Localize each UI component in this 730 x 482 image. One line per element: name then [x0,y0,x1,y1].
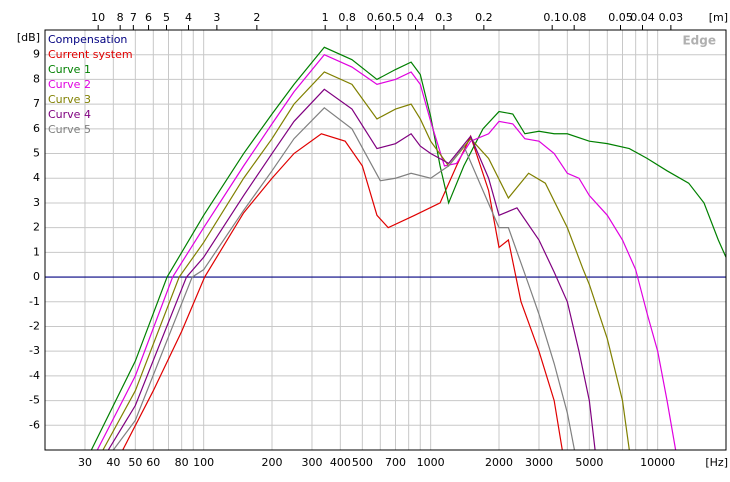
legend-entry: Curve 1 [48,63,91,76]
top-unit: [m] [709,11,728,24]
top-tick-label: 0.5 [385,11,403,24]
top-tick-label: 4 [185,11,192,24]
x-unit: [Hz] [705,456,728,469]
top-tick-label: 0.05 [608,11,633,24]
plot-frame [44,29,727,451]
x-tick-label: 700 [385,456,406,469]
y-tick-label: -5 [29,394,40,407]
x-tick-label: 300 [301,456,322,469]
y-tick-label: 3 [33,196,40,209]
top-tick-label: 0.04 [630,11,655,24]
y-tick-label: 2 [33,221,40,234]
top-tick-label: 0.08 [562,11,587,24]
y-tick-label: 8 [33,72,40,85]
y-tick-label: 0 [33,270,40,283]
watermark: Edge [682,34,716,48]
legend-entry: Curve 2 [48,78,91,91]
y-unit: [dB] [17,31,40,44]
x-tick-label: 200 [262,456,283,469]
x-tick-label: 2000 [485,456,513,469]
y-tick-label: -6 [29,418,40,431]
top-tick-label: 0.8 [338,11,356,24]
x-tick-label: 400 [330,456,351,469]
y-tick-label: 5 [33,147,40,160]
top-tick-label: 2 [253,11,260,24]
x-tick-label: 50 [128,456,142,469]
x-tick-label: 80 [175,456,189,469]
legend-entry: Curve 5 [48,123,91,136]
x-tick-label: 5000 [575,456,603,469]
x-tick-label: 3000 [525,456,553,469]
top-tick-label: 10 [91,11,105,24]
x-tick-label: 10000 [640,456,675,469]
y-tick-label: 7 [33,97,40,110]
legend-entry: Current system [48,48,133,61]
x-tick-label: 60 [146,456,160,469]
legend-entry: Compensation [48,33,127,46]
curve [102,71,630,450]
legend-entry: Curve 3 [48,93,91,106]
legend-entry: Curve 4 [48,108,91,121]
x-tick-label: 40 [106,456,120,469]
top-tick-label: 0.3 [435,11,453,24]
top-tick-label: 0.03 [659,11,684,24]
top-tick-label: 0.2 [475,11,493,24]
top-tick-label: 0.4 [407,11,425,24]
top-tick-label: 6 [145,11,152,24]
y-tick-label: 9 [33,48,40,61]
top-tick-label: 7 [130,11,137,24]
top-tick-label: 8 [117,11,124,24]
top-tick-label: 3 [213,11,220,24]
x-tick-label: 500 [352,456,373,469]
x-tick-label: 100 [193,456,214,469]
curve [122,133,563,450]
top-tick-label: 0.6 [367,11,385,24]
y-tick-label: -2 [29,319,40,332]
y-tick-label: 4 [33,171,40,184]
curve [96,53,677,450]
top-tick-label: 0.1 [543,11,561,24]
top-tick-label: 1 [322,11,329,24]
y-tick-label: -1 [29,295,40,308]
x-tick-label: 30 [78,456,92,469]
x-tick-label: 1000 [417,456,445,469]
y-tick-label: 1 [33,245,40,258]
curve [90,46,726,450]
top-tick-label: 5 [163,11,170,24]
curve [112,107,576,450]
curve [107,88,596,450]
y-tick-label: -3 [29,344,40,357]
y-tick-label: 6 [33,122,40,135]
y-tick-label: -4 [29,369,40,382]
